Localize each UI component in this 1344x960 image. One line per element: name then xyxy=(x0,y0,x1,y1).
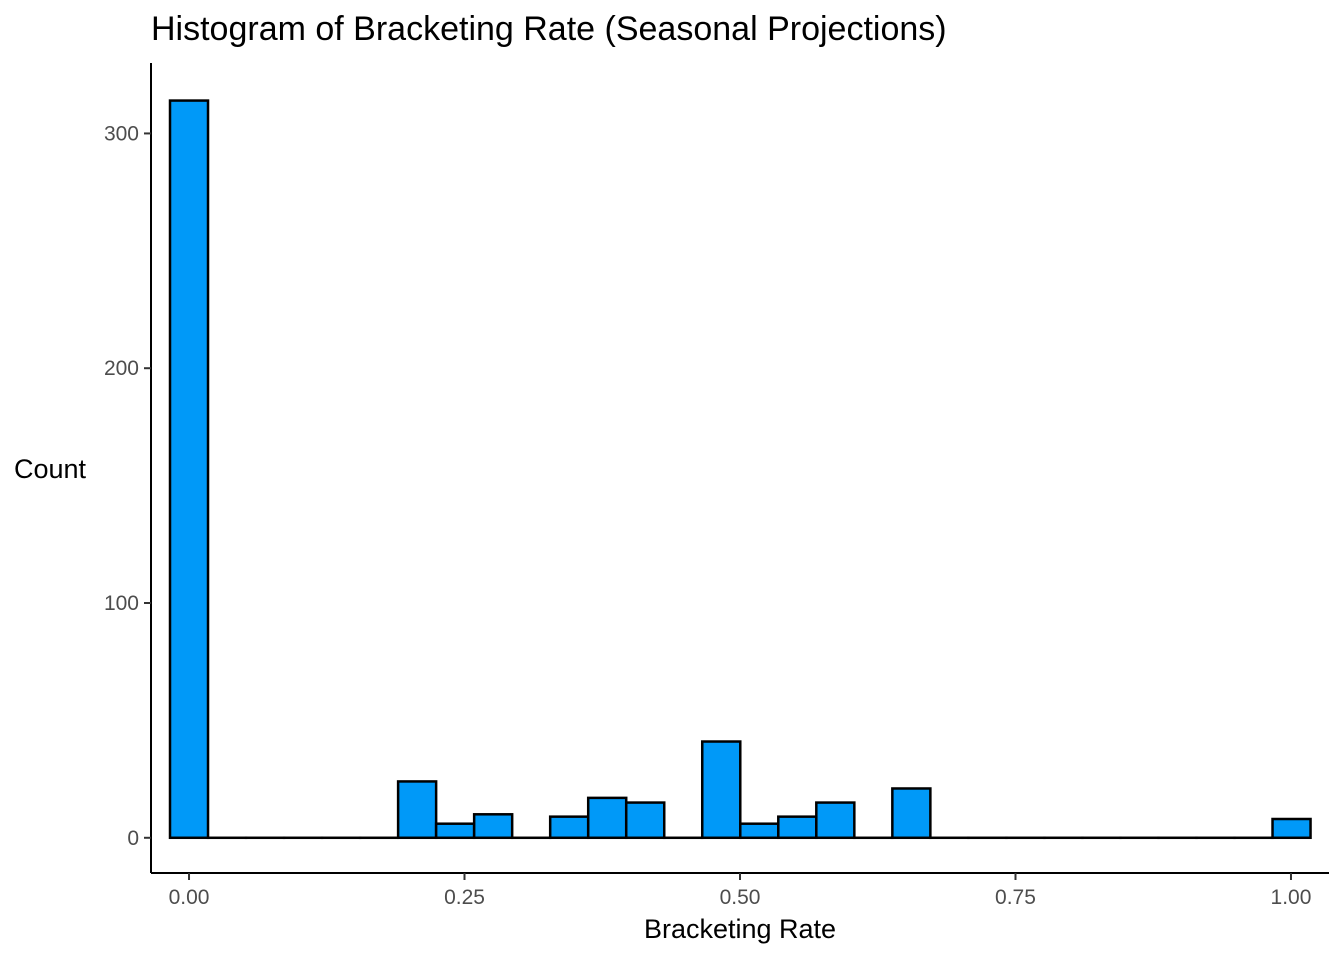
y-tick-label: 300 xyxy=(104,122,139,145)
x-axis-ticks: 0.00 0.25 0.50 0.75 1.00 xyxy=(169,873,1312,909)
histogram-bar xyxy=(1271,817,1312,840)
histogram-bar xyxy=(472,813,514,840)
histogram-bar xyxy=(168,99,210,840)
histogram-bar xyxy=(891,787,932,840)
histogram-bar xyxy=(586,796,628,840)
x-tick-label: 0.50 xyxy=(720,886,761,909)
y-tick-label: 100 xyxy=(104,592,139,615)
x-axis-title: Bracketing Rate xyxy=(644,914,836,944)
y-axis-title: Count xyxy=(14,454,87,484)
histogram-bar xyxy=(396,780,438,840)
histogram-bar xyxy=(815,801,856,840)
histogram-bar xyxy=(548,815,590,840)
x-tick-label: 0.25 xyxy=(444,886,485,909)
y-tick-label: 0 xyxy=(127,827,139,850)
histogram-bar xyxy=(624,801,666,840)
histogram-bar xyxy=(434,822,476,840)
y-axis-ticks: 0 100 200 300 xyxy=(104,122,151,850)
chart-title: Histogram of Bracketing Rate (Seasonal P… xyxy=(151,10,947,48)
y-tick-label: 200 xyxy=(104,357,139,380)
x-tick-label: 1.00 xyxy=(1271,886,1312,909)
histogram-bar xyxy=(739,822,780,840)
x-tick-label: 0.00 xyxy=(169,886,210,909)
x-tick-label: 0.75 xyxy=(995,886,1036,909)
bars-group xyxy=(168,99,1312,840)
histogram-bar xyxy=(701,740,742,840)
histogram-bar xyxy=(777,815,818,840)
